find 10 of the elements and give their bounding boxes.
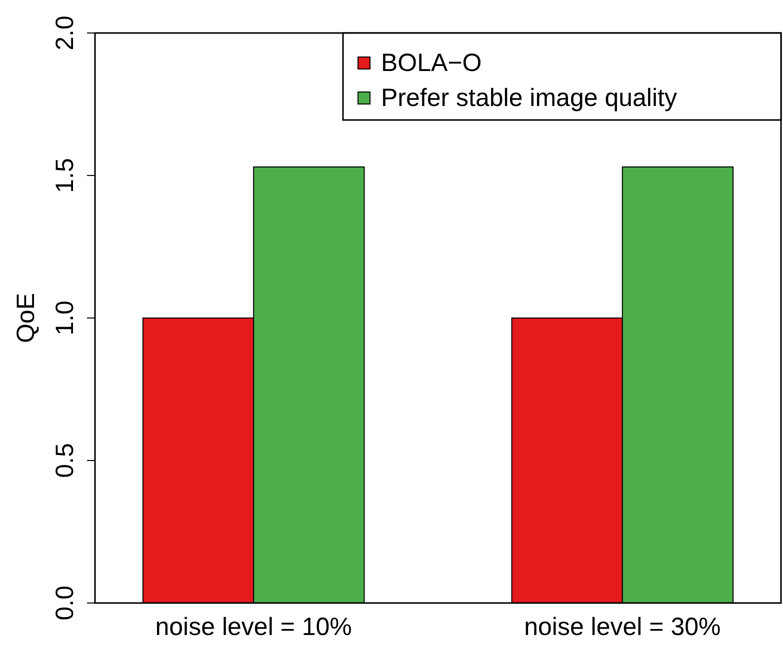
legend-label: BOLA−O [381,49,482,77]
y-tick-label: 1.0 [51,300,79,336]
legend-label: Prefer stable image quality [381,84,678,112]
x-tick-label: noise level = 10% [155,613,352,641]
y-tick-label: 1.5 [51,158,79,193]
y-axis-title: QoE [12,292,40,344]
y-tick-label: 2.0 [51,16,79,50]
y-tick-label: 0.5 [51,443,79,478]
y-tick-label: 0.0 [51,586,79,620]
x-tick-label: noise level = 30% [524,613,721,641]
